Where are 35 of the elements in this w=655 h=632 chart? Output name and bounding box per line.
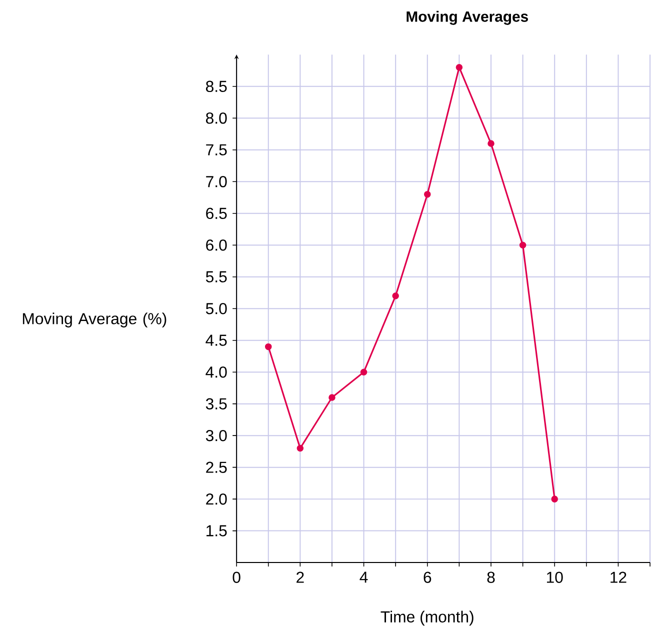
y-tick-label: 7.0 <box>206 176 227 188</box>
y-tick-label: 3.5 <box>206 398 227 410</box>
y-tick-label: 2.0 <box>206 493 227 505</box>
point <box>328 394 336 401</box>
y-tick-label: 8.0 <box>206 112 227 124</box>
x-tick-label: 8 <box>487 572 495 583</box>
x-tick-label: 2 <box>296 572 304 583</box>
point <box>264 343 272 350</box>
point <box>456 64 463 71</box>
chart-title: Moving Averages <box>406 10 528 25</box>
y-tick-label: 5.0 <box>206 302 227 314</box>
x-tick-label: 0 <box>232 572 240 583</box>
point <box>392 292 399 300</box>
point <box>424 190 431 198</box>
y-axis-title: Moving Average (%) <box>22 312 166 328</box>
y-tick-label: 8.5 <box>206 80 227 92</box>
x-tick-label: 12 <box>610 572 626 583</box>
y-tick-label: 6.5 <box>206 208 227 219</box>
x-tick-label: 6 <box>424 572 432 583</box>
point <box>488 140 494 147</box>
y-tick-label: 2.5 <box>206 462 227 473</box>
y-tick-label: 4.5 <box>206 334 227 346</box>
y-tick-label: 6.0 <box>206 239 227 251</box>
y-tick-label: 5.5 <box>206 271 227 282</box>
y-tick-label: 7.5 <box>206 144 227 156</box>
point <box>551 496 558 502</box>
y-tick-label: 1.5 <box>206 525 227 536</box>
y-tick-label: 4.0 <box>206 366 227 378</box>
point <box>519 242 526 248</box>
x-tick-label: 10 <box>546 572 563 583</box>
x-tick-label: 4 <box>360 572 368 583</box>
y-tick-label: 3.0 <box>206 430 227 442</box>
point <box>296 444 304 452</box>
point <box>360 368 368 376</box>
x-axis-title: Time (month) <box>380 610 474 626</box>
